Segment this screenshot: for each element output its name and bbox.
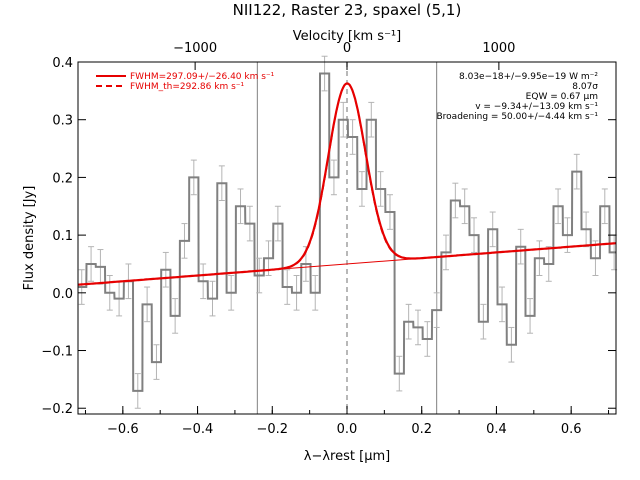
axis-ticks: −0.6 −0.4 −0.2 0.0 0.2 0.4 0.6 −0.2 −0.1 0.0 0.1 0.… xyxy=(41,41,616,437)
y-tick-label: 0.0 xyxy=(52,287,73,302)
fit-annotation: 8.07σ xyxy=(572,82,598,92)
legend-label: FWHM_th=292.86 km s⁻¹ xyxy=(130,82,245,92)
axis-frame xyxy=(77,61,617,415)
fit-curve xyxy=(77,82,617,286)
legend-label: FWHM=297.09+/−26.40 km s⁻¹ xyxy=(130,72,275,82)
x-tick-label: 0.6 xyxy=(561,422,582,437)
x-tick-label: −0.6 xyxy=(107,422,139,437)
top-tick-label: 1000 xyxy=(482,41,515,56)
top-axis-label: Velocity [km s⁻¹] xyxy=(293,29,401,44)
fit-annotation: v = −9.34+/−13.09 km s⁻¹ xyxy=(475,102,598,112)
plot-area xyxy=(77,55,618,414)
x-axis-label: λ−λrest [μm] xyxy=(304,449,390,464)
legend: FWHM=297.09+/−26.40 km s⁻¹FWHM_th=292.86… xyxy=(96,72,275,92)
x-tick-label: 0.2 xyxy=(411,422,432,437)
y-tick-label: 0.1 xyxy=(52,229,73,244)
y-tick-label: −0.1 xyxy=(41,345,73,360)
y-axis-label: Flux density [Jy] xyxy=(22,186,37,291)
y-tick-label: 0.3 xyxy=(52,114,73,129)
fit-annotation: Broadening = 50.00+/−4.44 km s⁻¹ xyxy=(437,112,599,122)
top-tick-label: −1000 xyxy=(173,41,217,56)
y-tick-label: 0.2 xyxy=(52,171,73,186)
x-tick-label: 0.4 xyxy=(486,422,507,437)
y-tick-label: −0.2 xyxy=(41,402,73,417)
x-tick-label: −0.4 xyxy=(182,422,214,437)
chart-title: NII122, Raster 23, spaxel (5,1) xyxy=(233,1,462,19)
fit-annotation: EQW = 0.67 μm xyxy=(526,92,598,102)
x-tick-label: −0.2 xyxy=(256,422,288,437)
top-tick-label: 0 xyxy=(343,41,351,56)
x-tick-label: 0.0 xyxy=(337,422,358,437)
fit-annotation: 8.03e−18+/−9.95e−19 W m⁻² xyxy=(459,72,598,82)
y-tick-label: 0.4 xyxy=(52,56,73,71)
